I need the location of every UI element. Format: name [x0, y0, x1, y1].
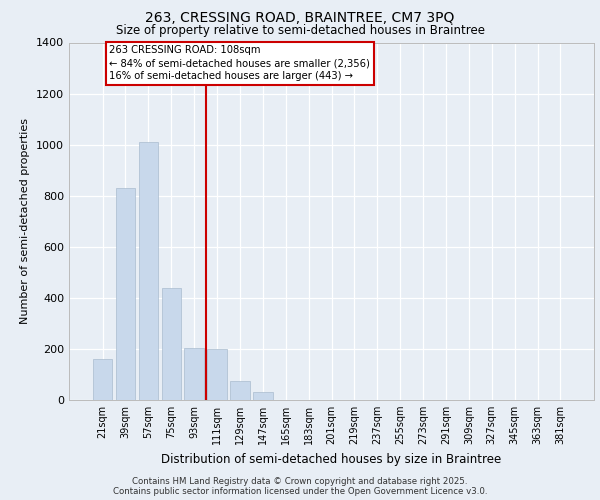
Text: Size of property relative to semi-detached houses in Braintree: Size of property relative to semi-detach…	[115, 24, 485, 37]
Bar	[208, 349, 227, 400]
Y-axis label: Number of semi-detached properties: Number of semi-detached properties	[20, 118, 31, 324]
X-axis label: Distribution of semi-detached houses by size in Braintree: Distribution of semi-detached houses by …	[161, 452, 502, 466]
Bar	[230, 381, 250, 400]
Text: 263, CRESSING ROAD, BRAINTREE, CM7 3PQ: 263, CRESSING ROAD, BRAINTREE, CM7 3PQ	[145, 11, 455, 25]
Text: 263 CRESSING ROAD: 108sqm
← 84% of semi-detached houses are smaller (2,356)
16% : 263 CRESSING ROAD: 108sqm ← 84% of semi-…	[109, 45, 370, 82]
Bar	[161, 288, 181, 400]
Bar	[184, 348, 204, 400]
Bar	[253, 392, 272, 400]
Bar	[116, 188, 135, 400]
Text: Contains HM Land Registry data © Crown copyright and database right 2025.
Contai: Contains HM Land Registry data © Crown c…	[113, 476, 487, 496]
Bar	[93, 359, 112, 400]
Bar	[139, 142, 158, 400]
